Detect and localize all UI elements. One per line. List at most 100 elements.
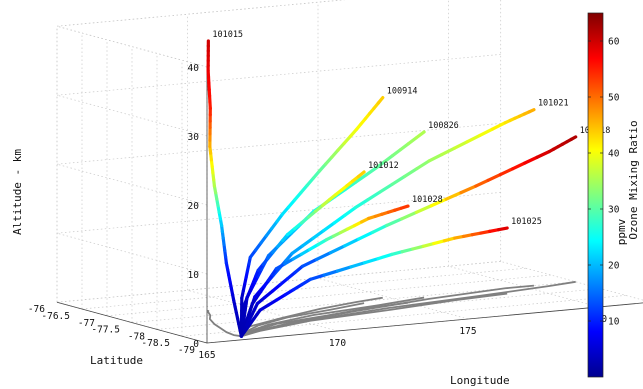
ground-projections bbox=[207, 280, 576, 338]
trajectory-segment bbox=[291, 252, 304, 261]
grid-line bbox=[56, 25, 208, 68]
flight-labels: 101015 100914 100826 101012 101021 101028 1010… bbox=[212, 30, 610, 227]
y-tick-label: -76 bbox=[28, 304, 45, 315]
trajectory-segment bbox=[343, 206, 357, 217]
trajectory-segment bbox=[496, 226, 509, 232]
grid-line bbox=[56, 54, 501, 96]
series-101025 bbox=[239, 226, 509, 338]
colorbar-label: Ozone Mixing Ratio bbox=[627, 120, 640, 239]
trajectory-segment bbox=[376, 252, 394, 261]
trajectory-segment bbox=[444, 191, 463, 201]
trajectory-segment bbox=[486, 172, 502, 182]
trajectory-segment bbox=[371, 223, 389, 234]
trajectory-segment bbox=[421, 241, 436, 248]
trajectory-segment bbox=[398, 142, 410, 152]
trajectory-segment bbox=[414, 204, 433, 214]
trajectory-segment bbox=[366, 190, 382, 202]
series-101018 bbox=[239, 135, 578, 338]
y-tick-label: -78.5 bbox=[141, 338, 170, 349]
colorbar-tick-label: 20 bbox=[608, 261, 620, 272]
trajectory-segment bbox=[353, 198, 370, 210]
x-tick-label: 165 bbox=[198, 350, 215, 361]
trajectory-segment bbox=[527, 108, 536, 114]
trajectory-segment bbox=[498, 167, 515, 177]
trajectory-segment bbox=[343, 180, 358, 192]
series-101015 bbox=[206, 39, 243, 338]
trajectory-segment bbox=[414, 130, 426, 140]
trajectory-segment bbox=[385, 217, 404, 228]
series-100914 bbox=[239, 96, 385, 338]
flight-label: 101028 bbox=[412, 195, 443, 205]
projection-101025 bbox=[241, 292, 508, 338]
trajectory-segment bbox=[452, 140, 469, 150]
trajectory-segment bbox=[293, 264, 305, 275]
trajectory-segment bbox=[364, 165, 379, 177]
y-tick-label: -78 bbox=[128, 331, 145, 342]
trajectory-segment bbox=[255, 295, 267, 306]
trajectory-segment bbox=[390, 174, 407, 186]
series-101021 bbox=[239, 108, 536, 338]
trajectory-segment bbox=[354, 173, 368, 184]
trajectory-segment bbox=[301, 236, 315, 248]
trajectory-segment bbox=[440, 146, 457, 157]
trajectory-segment bbox=[535, 149, 551, 159]
x-tick-label: 175 bbox=[459, 326, 476, 337]
x-axis-label: Longitude bbox=[450, 374, 510, 387]
y-axis-label: Latitude bbox=[90, 354, 143, 367]
z-tick-label: 20 bbox=[188, 201, 200, 212]
trajectory-segment bbox=[474, 178, 490, 188]
trajectory-segment bbox=[399, 204, 410, 210]
trajectory-segment bbox=[442, 236, 457, 243]
trajectory-segment bbox=[427, 152, 444, 163]
trajectory-segment bbox=[291, 282, 304, 292]
z-tick-label: 30 bbox=[188, 132, 200, 143]
trajectory-segment bbox=[400, 247, 415, 254]
colorbar-tick-label: 50 bbox=[608, 93, 620, 104]
grid-line bbox=[81, 267, 526, 310]
trajectory-segment bbox=[322, 221, 336, 233]
trajectory-segment bbox=[258, 303, 271, 312]
trajectory-segment bbox=[328, 244, 347, 255]
x-tick-label: 170 bbox=[329, 338, 346, 349]
trajectory-segment bbox=[490, 121, 507, 131]
projection-101028 bbox=[241, 301, 409, 338]
flight-label: 100826 bbox=[428, 121, 459, 131]
grid-line bbox=[56, 0, 346, 27]
series-101012 bbox=[239, 170, 366, 338]
z-tick-label: 10 bbox=[188, 270, 200, 281]
trajectory-series bbox=[206, 39, 578, 338]
grid-line bbox=[56, 0, 346, 27]
colorbar-ticks: 10 20 30 40 50 60 bbox=[588, 37, 620, 328]
trajectory-segment bbox=[270, 283, 282, 293]
z-tick-label: 0 bbox=[193, 339, 199, 350]
y-tick-label: -77.5 bbox=[91, 325, 120, 336]
trajectory-segment bbox=[311, 228, 326, 240]
trajectory-segment bbox=[478, 127, 495, 138]
trajectory-segment bbox=[382, 154, 395, 164]
trajectory-segment bbox=[275, 293, 287, 302]
colorbar-tick-label: 40 bbox=[608, 149, 620, 160]
flight-label: 100914 bbox=[387, 87, 418, 97]
colorbar-tick-label: 30 bbox=[608, 205, 620, 216]
colorbar-tick-label: 10 bbox=[608, 317, 620, 328]
trajectory-segment bbox=[459, 184, 478, 195]
trajectory-segment bbox=[332, 213, 347, 225]
flight-label: 101021 bbox=[538, 99, 569, 109]
grid-line bbox=[56, 301, 208, 344]
trajectory-segment bbox=[523, 155, 539, 165]
colorbar-tick-label: 60 bbox=[608, 37, 620, 48]
y-tick-label: -79 bbox=[178, 345, 195, 356]
trajectory-segment bbox=[266, 298, 279, 307]
trajectory-segment bbox=[411, 244, 425, 251]
trajectory-segment bbox=[375, 160, 387, 170]
grid-line bbox=[206, 302, 643, 344]
trajectory-segment bbox=[283, 257, 295, 266]
flight-label: 101015 bbox=[212, 30, 243, 40]
trajectory-segment bbox=[278, 277, 290, 287]
projection-101015 bbox=[207, 310, 242, 338]
flight-label: 101025 bbox=[511, 217, 542, 227]
projection-100826 bbox=[240, 296, 425, 337]
trajectory-segment bbox=[335, 265, 353, 273]
trajectory-segment bbox=[285, 270, 297, 281]
trajectory-segment bbox=[432, 239, 446, 246]
